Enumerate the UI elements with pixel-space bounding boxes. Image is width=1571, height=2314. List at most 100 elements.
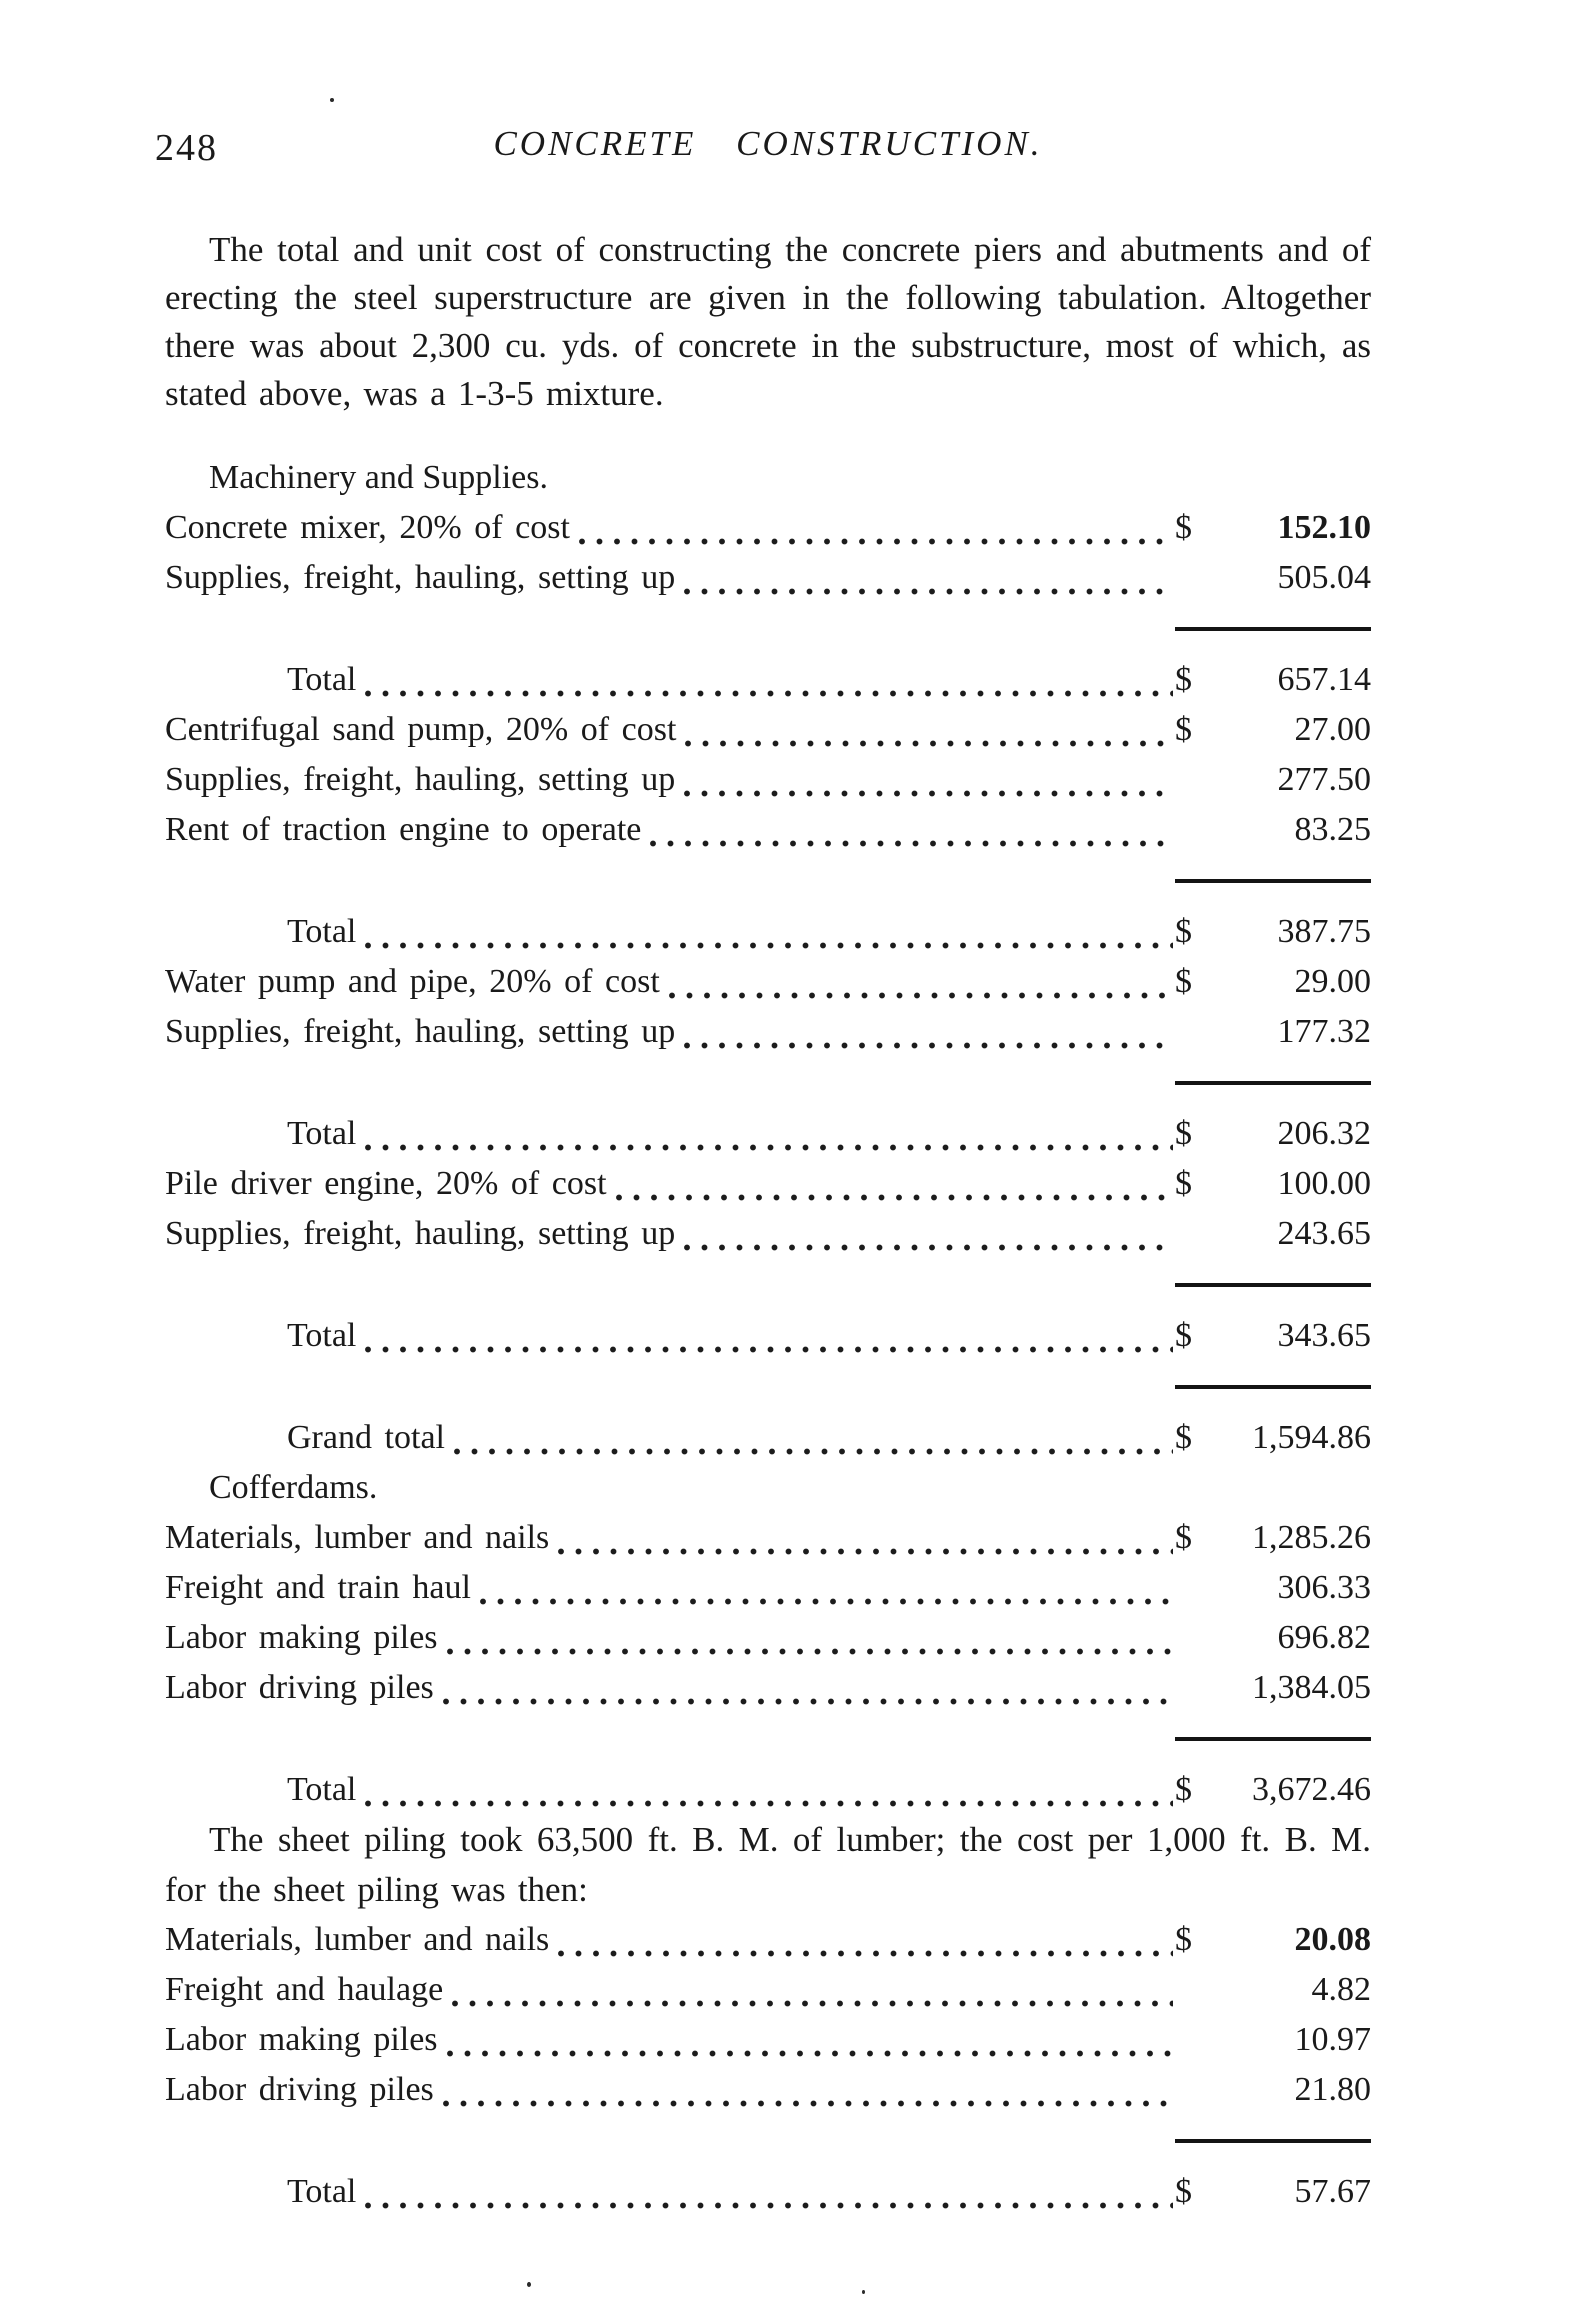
scan-speck xyxy=(862,2290,865,2294)
amount-value: 1,285.26 xyxy=(1252,1519,1371,1556)
amount-value: 3,672.46 xyxy=(1252,1771,1371,1808)
dot-leader xyxy=(478,1597,1173,1606)
dot-leader xyxy=(364,2201,1173,2210)
currency-sign: $ xyxy=(1175,1317,1192,1354)
cost-row: Rent of traction engine to operate 83.25 xyxy=(165,805,1371,855)
amount-value: 29.00 xyxy=(1294,963,1372,1000)
row-label: Total xyxy=(287,1317,357,1354)
amount-value: 505.04 xyxy=(1277,559,1372,596)
cost-row: Supplies, freight, hauling, setting up 17… xyxy=(165,1007,1371,1057)
amount-value: 20.08 xyxy=(1294,1921,1372,1958)
total-row: Total $3,672.46 xyxy=(165,1765,1371,1815)
cost-row: Labor making piles 10.97 xyxy=(165,2015,1371,2065)
cost-row: Water pump and pipe, 20% of cost $29.00 xyxy=(165,957,1371,1007)
amount-cell: $100.00 xyxy=(1175,1159,1371,1209)
dot-leader xyxy=(364,1799,1173,1808)
sum-rule-line xyxy=(1175,1081,1371,1085)
amount-value: 27.00 xyxy=(1294,711,1372,748)
currency-sign: $ xyxy=(1175,661,1192,698)
sum-rule-row xyxy=(165,603,1371,655)
currency-sign: $ xyxy=(1175,509,1192,546)
cost-row: Materials, lumber and nails $20.08 xyxy=(165,1915,1371,1965)
dot-leader xyxy=(364,941,1173,950)
amount-cell: $1,594.86 xyxy=(1175,1413,1371,1463)
row-label: Total xyxy=(287,1771,357,1808)
amount-value: 343.65 xyxy=(1277,1317,1372,1354)
dot-leader xyxy=(683,1243,1173,1252)
dot-leader xyxy=(364,1143,1173,1152)
cost-row: Freight and train haul 306.33 xyxy=(165,1563,1371,1613)
amount-cell: $657.14 xyxy=(1175,655,1371,705)
total-row: Total $387.75 xyxy=(165,907,1371,957)
row-label: Labor driving piles xyxy=(165,1669,434,1706)
amount-cell: 277.50 xyxy=(1175,755,1372,805)
total-row: Grand total $1,594.86 xyxy=(165,1413,1371,1463)
amount-value: 21.80 xyxy=(1294,2071,1372,2108)
amount-cell: 4.82 xyxy=(1175,1965,1372,2015)
sum-rule-row xyxy=(165,1057,1371,1109)
row-label: Total xyxy=(287,661,357,698)
dot-leader xyxy=(557,1547,1173,1556)
amount-value: 243.65 xyxy=(1277,1215,1372,1252)
amount-value: 1,594.86 xyxy=(1252,1419,1371,1456)
row-label: Freight and train haul xyxy=(165,1569,471,1606)
dot-leader xyxy=(614,1193,1173,1202)
sum-rule-line xyxy=(1175,627,1371,631)
cost-row: Freight and haulage 4.82 xyxy=(165,1965,1371,2015)
page-header: 248 CONCRETE CONSTRUCTION. xyxy=(155,118,1371,174)
dot-leader xyxy=(683,587,1173,596)
cost-row: Concrete mixer, 20% of cost $152.10 xyxy=(165,503,1371,553)
sum-rule-row xyxy=(165,855,1371,907)
total-row: Total $343.65 xyxy=(165,1311,1371,1361)
table-paragraph: The sheet piling took 63,500 ft. B. M. o… xyxy=(165,1820,1371,1909)
sum-rule-row xyxy=(165,1259,1371,1311)
amount-value: 696.82 xyxy=(1277,1619,1372,1656)
sum-rule-line xyxy=(1175,1283,1371,1287)
dot-leader xyxy=(667,991,1173,1000)
currency-sign: $ xyxy=(1175,913,1192,950)
row-label: Supplies, freight, hauling, setting up xyxy=(165,761,676,798)
dot-leader xyxy=(364,1345,1173,1354)
intro-paragraph: The total and unit cost of constructing … xyxy=(165,230,1371,413)
row-label: Labor making piles xyxy=(165,2021,438,2058)
row-label: Concrete mixer, 20% of cost xyxy=(165,509,570,546)
amount-cell: 306.33 xyxy=(1175,1563,1372,1613)
dot-leader xyxy=(557,1949,1173,1958)
dot-leader xyxy=(649,839,1173,848)
table-section-heading: Machinery and Supplies. xyxy=(209,459,548,496)
dot-leader xyxy=(683,1041,1173,1050)
dot-leader xyxy=(683,789,1173,798)
cost-table: Machinery and Supplies. Concrete mixer, 2… xyxy=(165,453,1371,2217)
currency-sign: $ xyxy=(1175,2173,1192,2210)
row-label: Grand total xyxy=(287,1419,445,1456)
amount-cell: $152.10 xyxy=(1175,503,1371,553)
total-row: Total $206.32 xyxy=(165,1109,1371,1159)
amount-cell: $27.00 xyxy=(1175,705,1371,755)
dot-leader xyxy=(441,2099,1173,2108)
amount-cell: $1,285.26 xyxy=(1175,1513,1371,1563)
row-label: Supplies, freight, hauling, setting up xyxy=(165,1215,676,1252)
cost-row: Centrifugal sand pump, 20% of cost $27.00 xyxy=(165,705,1371,755)
cost-row: Materials, lumber and nails $1,285.26 xyxy=(165,1513,1371,1563)
row-label: Total xyxy=(287,913,357,950)
cost-row: Supplies, freight, hauling, setting up 27… xyxy=(165,755,1371,805)
amount-value: 4.82 xyxy=(1311,1971,1372,2008)
sum-rule-line xyxy=(1175,1385,1371,1389)
amount-value: 277.50 xyxy=(1277,761,1372,798)
currency-sign: $ xyxy=(1175,1115,1192,1152)
amount-value: 57.67 xyxy=(1294,2173,1372,2210)
page-number: 248 xyxy=(155,127,218,169)
sum-rule-row xyxy=(165,1713,1371,1765)
amount-value: 177.32 xyxy=(1277,1013,1372,1050)
currency-sign: $ xyxy=(1175,1519,1192,1556)
amount-value: 1,384.05 xyxy=(1252,1669,1371,1706)
amount-value: 206.32 xyxy=(1277,1115,1372,1152)
sum-rule-row xyxy=(165,1361,1371,1413)
amount-value: 387.75 xyxy=(1277,913,1372,950)
running-title: CONCRETE CONSTRUCTION. xyxy=(493,124,1043,163)
cost-row: Labor driving piles 1,384.05 xyxy=(165,1663,1371,1713)
row-label: Pile driver engine, 20% of cost xyxy=(165,1165,607,1202)
amount-cell: 83.25 xyxy=(1175,805,1372,855)
amount-cell: $20.08 xyxy=(1175,1915,1371,1965)
